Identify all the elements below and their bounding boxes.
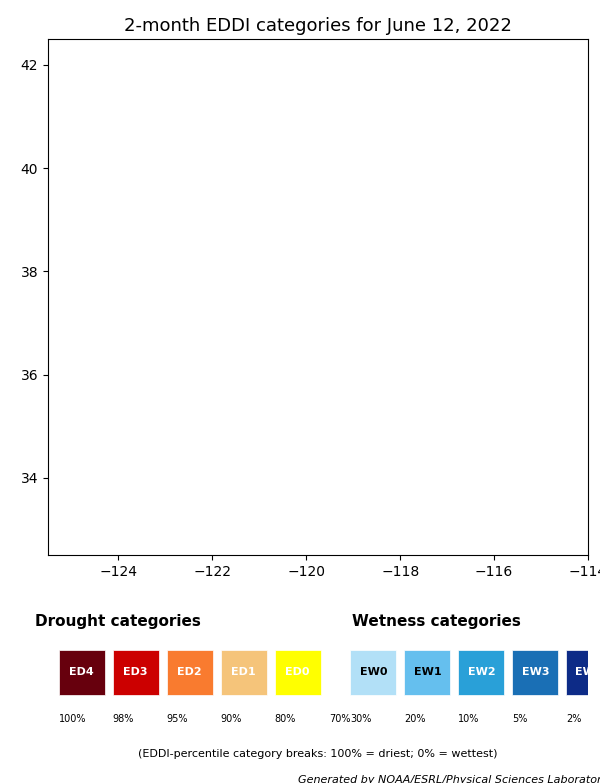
Text: EW0: EW0 <box>359 667 387 677</box>
FancyBboxPatch shape <box>458 650 504 695</box>
Text: ED4: ED4 <box>70 667 94 677</box>
Text: EW3: EW3 <box>521 667 549 677</box>
FancyBboxPatch shape <box>512 650 558 695</box>
Text: EW2: EW2 <box>467 667 495 677</box>
Text: 98%: 98% <box>113 714 134 724</box>
FancyBboxPatch shape <box>221 650 267 695</box>
Text: 20%: 20% <box>404 714 426 724</box>
FancyBboxPatch shape <box>59 650 105 695</box>
Text: (EDDI-percentile category breaks: 100% = driest; 0% = wettest): (EDDI-percentile category breaks: 100% =… <box>138 749 498 760</box>
Text: EW1: EW1 <box>413 667 441 677</box>
FancyBboxPatch shape <box>566 650 600 695</box>
Text: 10%: 10% <box>458 714 480 724</box>
Text: Wetness categories: Wetness categories <box>352 614 521 629</box>
Text: Generated by NOAA/ESRL/Physical Sciences Laboratory: Generated by NOAA/ESRL/Physical Sciences… <box>298 775 600 783</box>
Title: 2-month EDDI categories for June 12, 2022: 2-month EDDI categories for June 12, 202… <box>124 16 512 34</box>
Text: 95%: 95% <box>167 714 188 724</box>
Text: ED3: ED3 <box>124 667 148 677</box>
Text: 30%: 30% <box>350 714 372 724</box>
FancyBboxPatch shape <box>350 650 397 695</box>
Text: 5%: 5% <box>512 714 528 724</box>
Text: Drought categories: Drought categories <box>35 614 201 629</box>
Text: 100%: 100% <box>59 714 86 724</box>
Text: ED2: ED2 <box>178 667 202 677</box>
FancyBboxPatch shape <box>275 650 320 695</box>
Text: 80%: 80% <box>275 714 296 724</box>
Text: EW4: EW4 <box>575 667 600 677</box>
Text: 70%: 70% <box>329 714 350 724</box>
FancyBboxPatch shape <box>404 650 450 695</box>
FancyBboxPatch shape <box>113 650 158 695</box>
Text: 2%: 2% <box>566 714 582 724</box>
Text: ED1: ED1 <box>232 667 256 677</box>
Text: ED0: ED0 <box>286 667 310 677</box>
Text: 90%: 90% <box>221 714 242 724</box>
FancyBboxPatch shape <box>167 650 212 695</box>
